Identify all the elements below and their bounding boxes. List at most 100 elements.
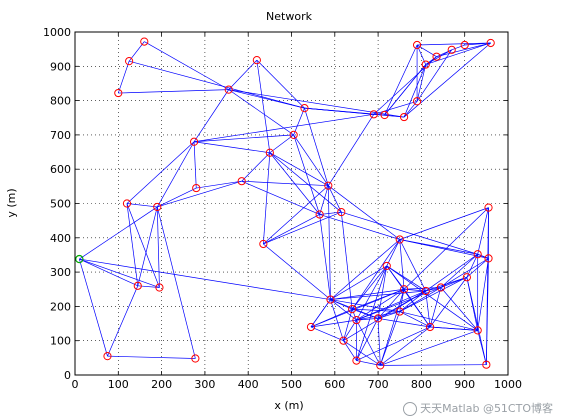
- y-tick-label: 200: [50, 300, 71, 313]
- network-edge: [356, 311, 400, 321]
- network-edge: [477, 207, 489, 255]
- network-edge: [79, 206, 158, 260]
- network-edge: [330, 288, 405, 300]
- sensor-node: [133, 281, 142, 290]
- edges-group: [78, 41, 491, 366]
- sensor-node: [425, 322, 435, 332]
- network-edge: [263, 214, 320, 245]
- network-edge: [379, 311, 401, 366]
- sensor-node: [421, 60, 430, 69]
- network-edge: [466, 258, 489, 278]
- network-edge: [403, 64, 427, 118]
- network-edge: [107, 285, 139, 357]
- sensor-node: [337, 207, 346, 217]
- network-edge: [466, 254, 479, 278]
- grid: [75, 32, 508, 375]
- network-edge: [429, 287, 442, 328]
- network-edge: [380, 364, 487, 366]
- network-edge: [144, 41, 229, 90]
- network-edge: [356, 265, 388, 321]
- sensor-node: [252, 56, 261, 65]
- network-edge: [304, 107, 374, 115]
- network-edge: [379, 289, 405, 366]
- network-edge: [399, 239, 427, 292]
- y-tick-label: 500: [50, 198, 71, 211]
- sensor-node: [103, 352, 112, 361]
- watermark: 天天Matlab @51CTO博客: [403, 400, 553, 416]
- network-edge: [451, 44, 465, 51]
- network-edge: [193, 141, 197, 189]
- network-edge: [416, 49, 453, 102]
- wechat-icon: [403, 402, 418, 416]
- network-edge: [351, 265, 388, 310]
- y-tick-label: 100: [50, 335, 71, 348]
- network-edge: [356, 287, 442, 321]
- watermark-text: 天天Matlab: [420, 402, 480, 415]
- sensor-node: [436, 283, 445, 292]
- y-tick-label: 600: [50, 163, 71, 176]
- network-edge: [310, 308, 353, 328]
- y-tick-label: 900: [50, 60, 71, 73]
- sensor-node: [339, 336, 348, 345]
- network-edge: [126, 203, 158, 208]
- network-edge: [137, 206, 158, 286]
- network-edge: [330, 299, 344, 341]
- network-edge: [378, 318, 431, 328]
- network-edge: [386, 265, 478, 331]
- sensor-node: [352, 316, 361, 325]
- source-node: [75, 254, 84, 264]
- sensor-node: [192, 183, 201, 193]
- sensor-node: [315, 210, 324, 219]
- network-edge: [425, 290, 431, 328]
- sensor-node: [224, 85, 233, 94]
- axes-box: [74, 31, 509, 376]
- network-edge: [377, 289, 405, 319]
- network-edge: [425, 49, 452, 65]
- network-edge: [399, 276, 468, 312]
- network-edge: [425, 42, 491, 65]
- network-edge: [380, 330, 478, 366]
- network-edge: [263, 152, 271, 244]
- network-edge: [228, 89, 294, 136]
- sensor-node: [380, 110, 389, 120]
- y-axis-label: y (m): [5, 188, 18, 217]
- sensor-node: [259, 239, 268, 249]
- network-edge: [384, 44, 418, 116]
- sensor-node: [412, 97, 422, 106]
- network-edge: [384, 64, 427, 116]
- x-axis-label: x (m): [274, 399, 303, 412]
- network-edge: [256, 60, 271, 153]
- sensor-node: [352, 356, 361, 365]
- network-edge: [343, 290, 426, 341]
- y-tick-label: 1000: [43, 26, 71, 39]
- watermark-subtext: @51CTO博客: [482, 402, 553, 415]
- network-edge: [356, 290, 426, 321]
- network-edge: [241, 180, 320, 215]
- network-edge: [425, 253, 478, 292]
- sensor-node: [369, 110, 378, 119]
- network-edge: [310, 326, 344, 342]
- network-edge: [399, 311, 478, 331]
- network-edge: [425, 276, 467, 292]
- network-edge: [351, 239, 401, 310]
- network-edge: [79, 258, 160, 288]
- network-edge: [304, 108, 329, 186]
- network-edge: [107, 355, 196, 359]
- network-edge: [78, 258, 108, 357]
- x-tick-label: 400: [238, 378, 259, 391]
- network-edge: [194, 113, 374, 143]
- network-edge: [327, 185, 331, 300]
- y-tick-label: 700: [50, 129, 71, 142]
- network-edge: [293, 108, 305, 136]
- network-edge: [399, 287, 442, 312]
- network-edge: [399, 239, 405, 290]
- sensor-node: [473, 326, 482, 335]
- sensor-node: [473, 250, 482, 259]
- x-tick-label: 700: [368, 378, 389, 391]
- sensor-node: [191, 354, 200, 363]
- network-edge: [373, 100, 418, 115]
- sensor-node: [421, 286, 430, 296]
- network-edge: [430, 326, 478, 331]
- network-edge: [403, 101, 418, 118]
